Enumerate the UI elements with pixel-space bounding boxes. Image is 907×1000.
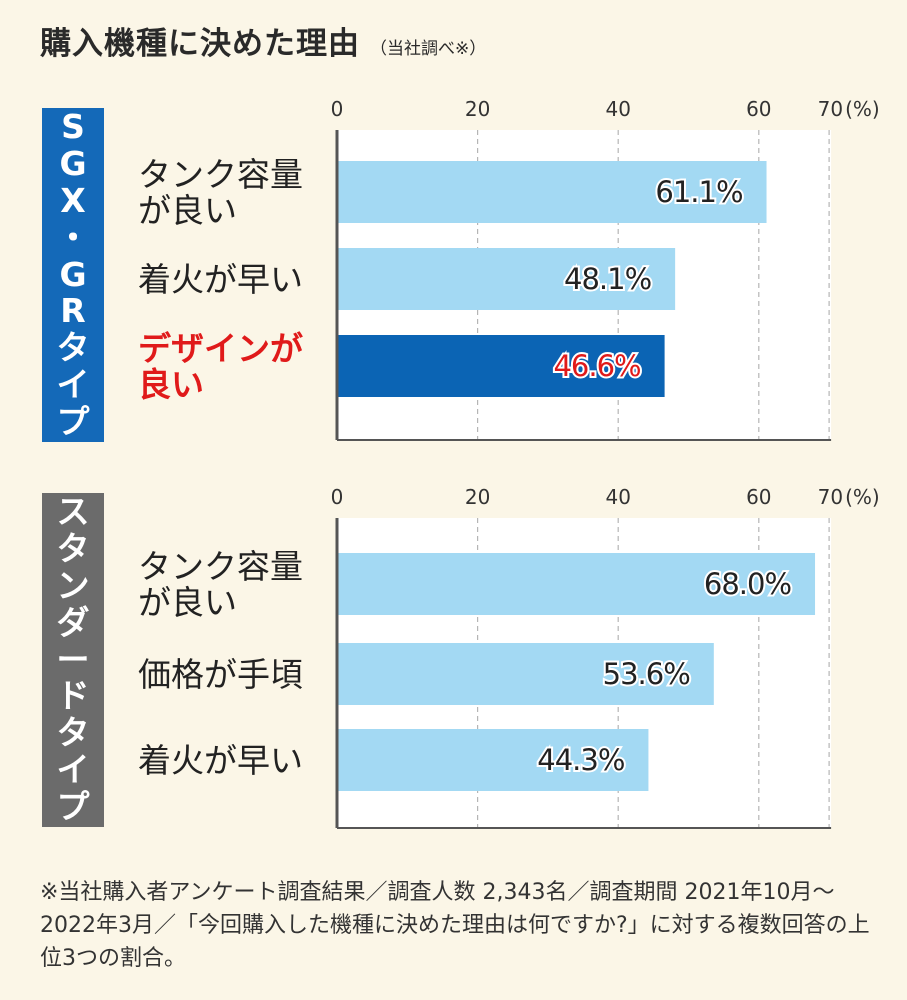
tick-label: 20: [465, 485, 490, 509]
footnote: ※当社購入者アンケート調査結果／調査人数 2,343名／調査期間 2021年10…: [40, 880, 870, 971]
group-label-char: タ: [56, 328, 90, 368]
tick-label: 20: [465, 97, 490, 121]
vertical-label-sgx-gr: S G X ・ G R タイプ: [42, 108, 104, 442]
category-label: 価格が手頃: [138, 655, 303, 694]
title-subtitle: （当社調べ※）: [370, 39, 487, 59]
group-label-char: ー: [56, 639, 90, 679]
group-label-char: イ: [56, 750, 90, 790]
category-label: タンク容量: [138, 155, 303, 194]
group-label-char: イ: [56, 365, 90, 405]
title-text: 購入機種に決めた理由: [40, 26, 360, 62]
tick-label: 0: [331, 97, 344, 121]
group-label-char: R: [60, 291, 86, 331]
bar-value-label: 44.3%: [537, 743, 624, 777]
group-label-char: プ: [56, 402, 90, 442]
tick-label: 0: [331, 485, 344, 509]
bar: [337, 643, 714, 705]
tick-label: 70: [818, 485, 843, 509]
category-label: 良い: [138, 365, 204, 404]
bar-value-label: 53.6%: [603, 657, 690, 691]
group-label-char: S: [61, 106, 85, 146]
bar-value-label: 61.1%: [655, 175, 742, 209]
group-label-char: ・: [56, 217, 90, 257]
category-label: デザインが: [138, 329, 303, 368]
chart-title: 購入機種に決めた理由 （当社調べ※）: [40, 18, 486, 63]
bar-value-label: 46.6%: [553, 349, 640, 383]
group-label-char: ド: [56, 676, 90, 716]
bar: [337, 161, 767, 223]
category-label: 着火が早い: [138, 260, 303, 299]
tick-label: 40: [605, 97, 630, 121]
tick-label: 40: [605, 485, 630, 509]
vertical-label-standard: スタンダードタイプ: [42, 493, 104, 827]
axis-unit: (%): [845, 485, 880, 509]
group-label-char: G: [59, 254, 87, 294]
category-label: タンク容量: [138, 547, 303, 586]
category-label: が良い: [138, 583, 237, 622]
group-label-char: タ: [56, 528, 90, 568]
bar-value-label: 48.1%: [564, 262, 651, 296]
axis-unit: (%): [845, 97, 880, 121]
bar-value-label: 68.0%: [704, 567, 791, 601]
group-label-char: ダ: [56, 602, 90, 642]
bar: [337, 335, 665, 397]
bar-charts: 0 20 40 60 70 (%)61.1%タンク容量が良い48.1%着火が早い46.6%…: [138, 97, 880, 829]
category-label: が良い: [138, 191, 237, 230]
category-label: 着火が早い: [138, 741, 303, 780]
group-label-char: ン: [56, 565, 90, 605]
tick-label: 60: [746, 485, 771, 509]
group-label-char: X: [60, 180, 86, 220]
group-label-char: ス: [56, 491, 90, 531]
bar: [337, 553, 816, 615]
group-label-char: タ: [56, 713, 90, 753]
group-label-char: プ: [56, 787, 90, 827]
group-label-char: G: [59, 143, 87, 183]
tick-label: 60: [746, 97, 771, 121]
bar: [337, 729, 649, 791]
tick-label: 70: [818, 97, 843, 121]
bar: [337, 248, 676, 310]
